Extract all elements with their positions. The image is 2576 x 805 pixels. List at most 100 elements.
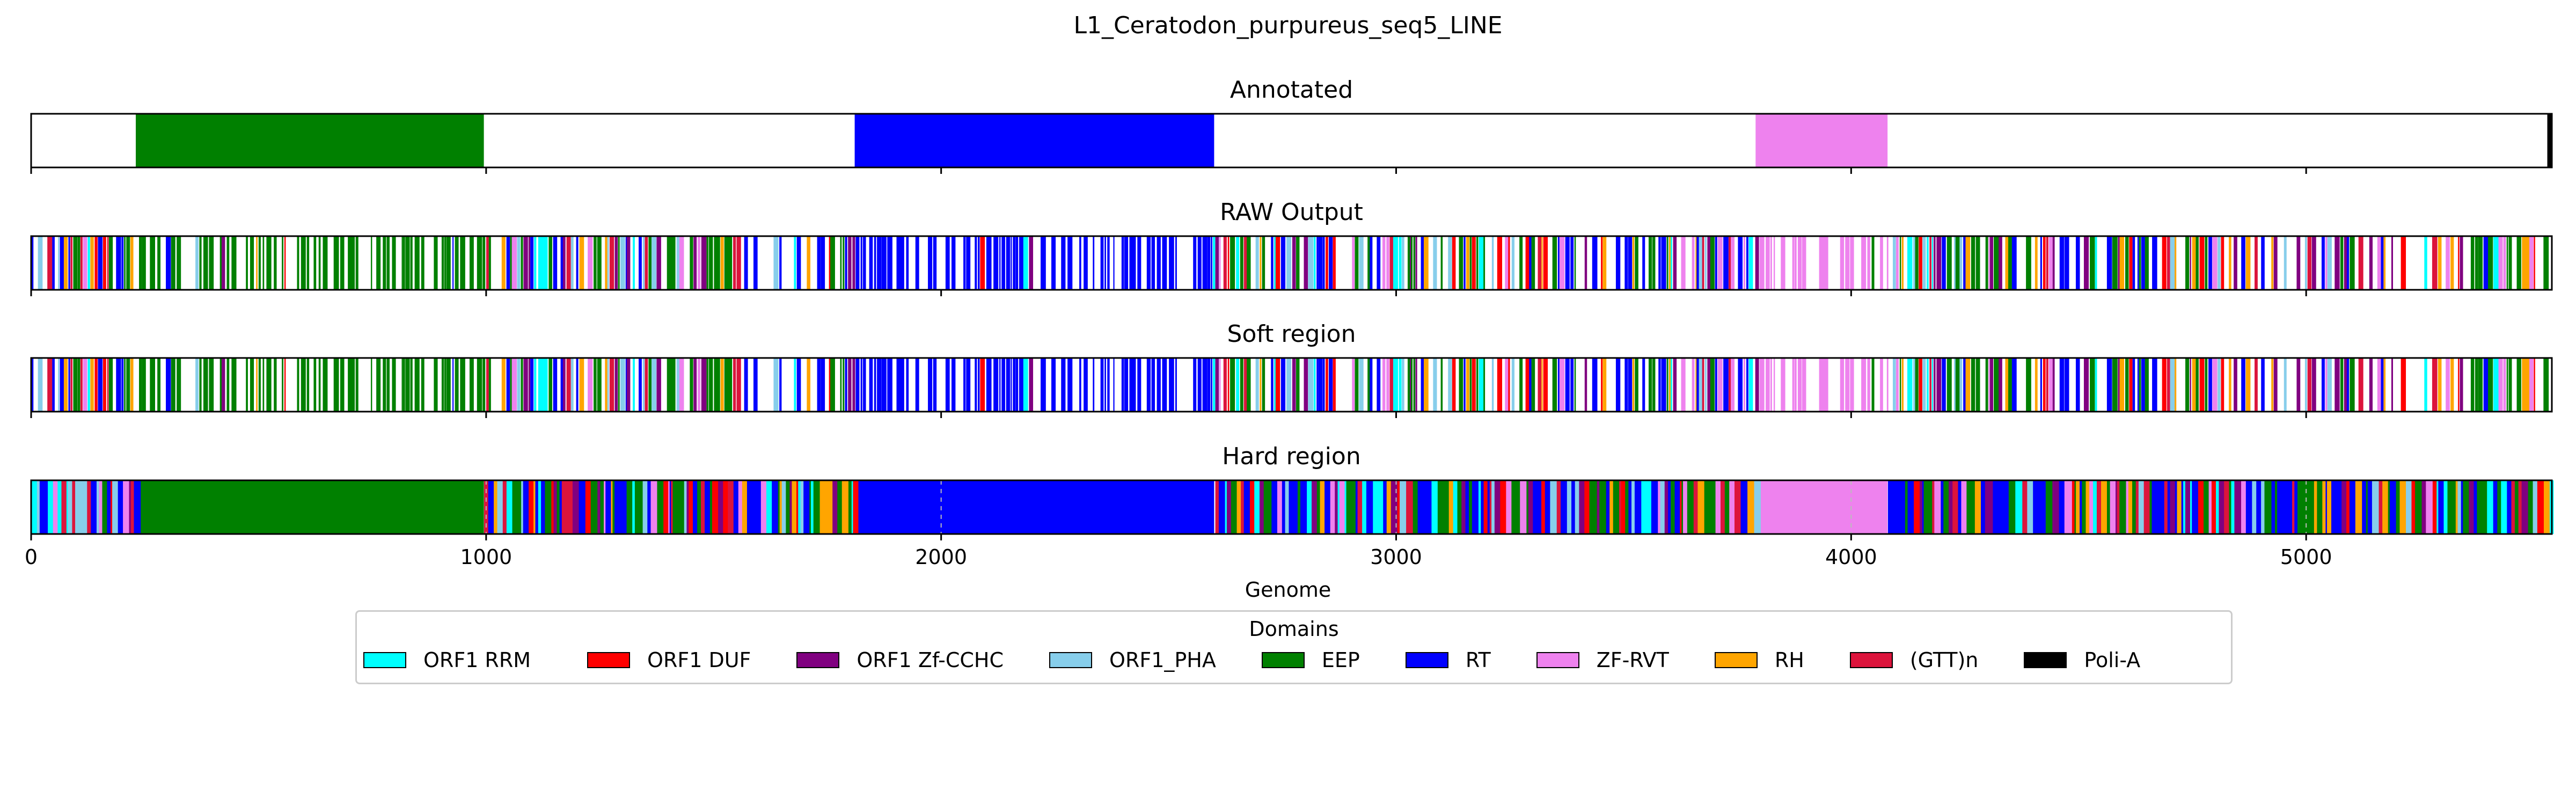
stripe	[2287, 480, 2293, 534]
stripe	[1476, 236, 1479, 290]
stripe	[533, 480, 536, 534]
stripe	[2311, 236, 2316, 290]
stripe	[1687, 480, 1694, 534]
stripe	[1943, 480, 1949, 534]
stripe	[1593, 480, 1598, 534]
stripe	[1508, 358, 1510, 412]
stripe	[108, 358, 113, 412]
stripe	[129, 480, 131, 534]
stripe	[1304, 358, 1308, 412]
stripe	[1469, 236, 1472, 290]
stripe	[421, 358, 425, 412]
stripe	[1497, 236, 1503, 290]
stripe	[1400, 480, 1403, 534]
stripe	[266, 358, 272, 412]
stripe	[1505, 358, 1509, 412]
stripe	[1275, 236, 1280, 290]
stripe	[2296, 358, 2301, 412]
stripe	[975, 358, 977, 412]
stripe	[1981, 480, 1986, 534]
stripe	[1929, 358, 1931, 412]
stripe	[171, 236, 175, 290]
stripe	[1219, 480, 1226, 534]
stripe	[1511, 480, 1518, 534]
stripe	[2443, 480, 2448, 534]
stripe	[576, 236, 579, 290]
stripe	[652, 236, 656, 290]
stripe	[1292, 358, 1296, 412]
stripe	[274, 236, 277, 290]
stripe	[1755, 236, 1759, 290]
stripe	[951, 358, 956, 412]
stripe	[779, 358, 782, 412]
stripe	[855, 236, 860, 290]
stripe	[570, 236, 574, 290]
stripe	[2090, 236, 2095, 290]
stripe	[1271, 236, 1274, 290]
stripe	[1919, 236, 1922, 290]
legend-swatch	[1849, 652, 1893, 668]
stripe	[1963, 358, 1966, 412]
stripe	[1952, 480, 1959, 534]
stripe	[543, 236, 548, 290]
stripe	[323, 236, 328, 290]
stripe	[2221, 236, 2224, 290]
stripe	[1265, 480, 1272, 534]
stripe	[1151, 358, 1155, 412]
stripe	[58, 236, 60, 290]
stripe	[455, 358, 459, 412]
stripe	[2273, 358, 2278, 412]
stripe	[510, 358, 512, 412]
x-tick-label: 4000	[1825, 545, 1877, 569]
stripe	[1592, 358, 1598, 412]
stripe	[2369, 236, 2373, 290]
stripe	[414, 236, 420, 290]
stripe	[1377, 358, 1381, 412]
stripe	[1766, 236, 1770, 290]
stripe	[1023, 358, 1028, 412]
stripe	[618, 358, 620, 412]
stripe	[1463, 358, 1466, 412]
stripe	[2199, 236, 2205, 290]
stripe	[1652, 236, 1656, 290]
stripe	[1932, 480, 1935, 534]
stripe	[1249, 480, 1255, 534]
stripe	[1922, 480, 1924, 534]
stripe	[1971, 480, 1975, 534]
stripe	[1280, 236, 1286, 290]
stripe	[1901, 358, 1904, 412]
stripe	[1219, 358, 1221, 412]
stripe	[2381, 236, 2384, 290]
stripe	[2011, 358, 2017, 412]
stripe	[2524, 236, 2530, 290]
stripe	[845, 236, 847, 290]
stripe	[1497, 358, 1503, 412]
panel-frame-raw	[30, 235, 2553, 291]
stripe	[1692, 236, 1695, 290]
stripe	[2059, 480, 2065, 534]
stripe	[282, 236, 284, 290]
stripe	[2367, 480, 2373, 534]
stripe	[701, 358, 707, 412]
stripe	[446, 236, 448, 290]
stripe	[53, 480, 58, 534]
stripe	[401, 236, 403, 290]
stripe	[2147, 358, 2149, 412]
stripe	[1377, 236, 1381, 290]
stripe	[1386, 480, 1392, 534]
stripe	[874, 358, 876, 412]
stripe	[2118, 236, 2120, 290]
stripe	[807, 358, 810, 412]
stripe	[1313, 236, 1316, 290]
stripe	[2043, 480, 2046, 534]
stripe	[1907, 480, 1914, 534]
legend-item: RH	[1714, 648, 1804, 672]
stripe	[2080, 480, 2082, 534]
stripe	[384, 236, 386, 290]
stripe	[709, 480, 713, 534]
stripe	[103, 358, 106, 412]
stripe	[1704, 236, 1707, 290]
stripe	[2389, 480, 2395, 534]
stripe	[2129, 358, 2133, 412]
stripe	[1710, 358, 1715, 412]
